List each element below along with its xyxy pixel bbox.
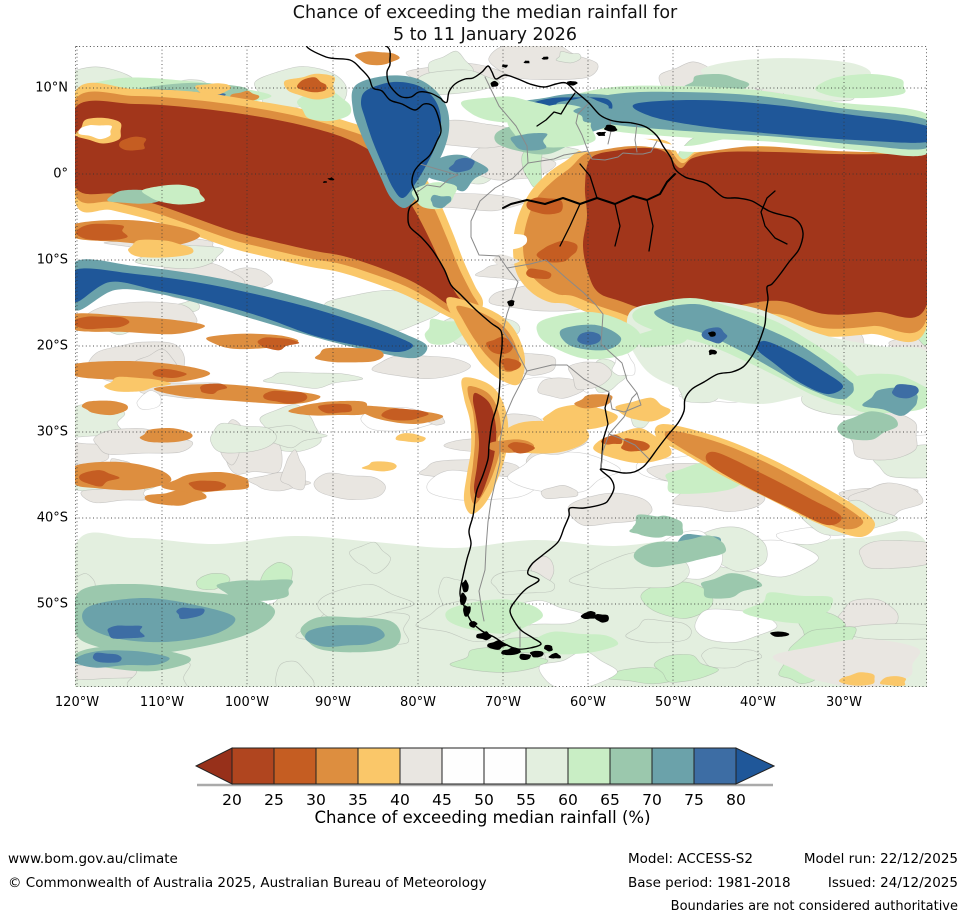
colorbar-tick-label: 30 <box>306 791 326 809</box>
lon-label: 80°W <box>400 695 436 710</box>
colorbar-arrow-right <box>735 747 776 785</box>
colorbar-segment <box>609 747 653 785</box>
colorbar-segment <box>441 747 485 785</box>
lat-label: 50°S <box>36 596 68 612</box>
chart-title: Chance of exceeding the median rainfall … <box>20 2 950 46</box>
lat-label: 10°S <box>36 252 68 268</box>
colorbar-tick-label: 45 <box>432 791 452 809</box>
colorbar-segment <box>399 747 443 785</box>
colorbar-tick-label: 60 <box>558 791 578 809</box>
lat-label: 40°S <box>36 510 68 526</box>
colorbar-segment <box>651 747 695 785</box>
colorbar-segment <box>231 747 275 785</box>
colorbar-tick-label: 40 <box>390 791 410 809</box>
lat-label: 30°S <box>36 424 68 440</box>
lat-label: 20°S <box>36 338 68 354</box>
lon-label: 30°W <box>826 695 862 710</box>
colorbar-segment <box>357 747 401 785</box>
footer-model-run: Model run: 22/12/2025 <box>803 851 958 867</box>
lon-label: 120°W <box>54 695 100 710</box>
footer-model: Model: ACCESS-S2 <box>628 851 753 867</box>
colorbar-svg <box>194 747 776 787</box>
colorbar-segment <box>525 747 569 785</box>
lon-label: 40°W <box>740 695 776 710</box>
colorbar-tick-label: 65 <box>600 791 620 809</box>
colorbar-caption: Chance of exceeding median rainfall (%) <box>314 808 651 827</box>
colorbar-tick-label: 55 <box>516 791 536 809</box>
colorbar-segment <box>315 747 359 785</box>
colorbar-tick-label: 50 <box>474 791 494 809</box>
colorbar-segment <box>693 747 737 785</box>
map-canvas <box>20 41 963 708</box>
colorbar-tick-label: 70 <box>642 791 662 809</box>
colorbar-tick-label: 35 <box>348 791 368 809</box>
colorbar-tick-label: 80 <box>726 791 746 809</box>
footer-base-period: Base period: 1981-2018 <box>628 875 791 891</box>
lon-label: 70°W <box>485 695 521 710</box>
colorbar-legend: 20 25 30 35 40 45 50 55 60 65 70 75 80 <box>194 747 776 837</box>
lat-label: 0° <box>53 166 68 182</box>
footer-url: www.bom.gov.au/climate <box>8 851 178 867</box>
colorbar-tick-label: 75 <box>684 791 704 809</box>
lon-label: 60°W <box>570 695 606 710</box>
colorbar <box>194 747 776 793</box>
footer-disclaimer: Boundaries are not considered authoritat… <box>670 899 958 914</box>
colorbar-arrow-left <box>194 747 233 785</box>
title-line-2: 5 to 11 January 2026 <box>392 25 578 45</box>
colorbar-segment <box>567 747 611 785</box>
lat-label: 10°N <box>35 80 68 96</box>
colorbar-segment <box>483 747 527 785</box>
lon-label: 100°W <box>224 695 270 710</box>
lon-label: 90°W <box>315 695 351 710</box>
lon-label: 50°W <box>655 695 691 710</box>
footer-copyright: © Commonwealth of Australia 2025, Austra… <box>8 875 487 891</box>
colorbar-tick-label: 20 <box>222 791 242 809</box>
colorbar-segment <box>273 747 317 785</box>
map-svg <box>20 41 963 708</box>
footer-issued: Issued: 24/12/2025 <box>827 875 958 891</box>
title-line-1: Chance of exceeding the median rainfall … <box>292 3 678 23</box>
lon-label: 110°W <box>139 695 185 710</box>
colorbar-tick-label: 25 <box>264 791 284 809</box>
